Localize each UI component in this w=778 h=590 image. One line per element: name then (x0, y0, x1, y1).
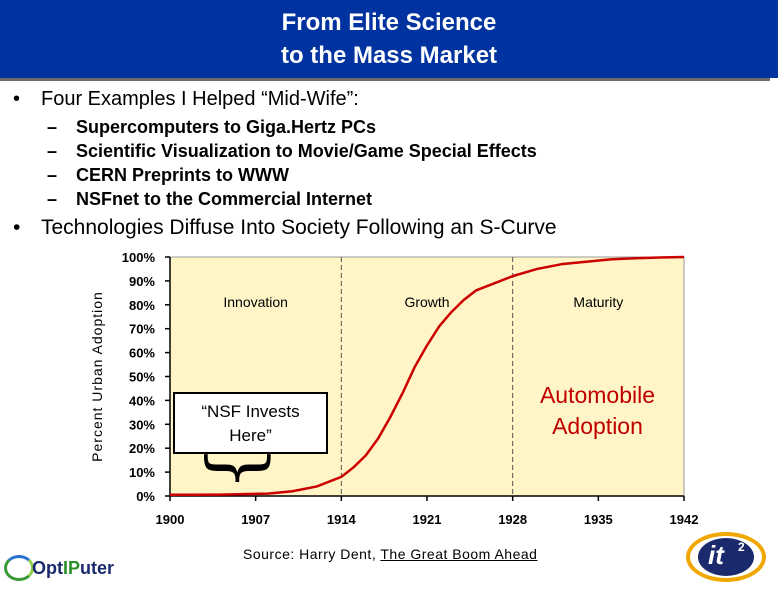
phase-label: Maturity (573, 294, 623, 310)
optiputer-wordmark: OptIPuter (32, 558, 114, 579)
bullet-marker: • (13, 88, 21, 110)
slide-title-line2: to the Mass Market (280, 42, 498, 69)
y-axis-title: Percent Urban Adoption (89, 291, 105, 462)
logo-part: Opt (32, 558, 63, 578)
it2-superscript: 2 (738, 540, 745, 554)
it2-wordmark: it (708, 540, 724, 570)
overlay-line1: Automobile (539, 382, 656, 408)
it2-logo: it 2 (686, 528, 768, 584)
sub-item-text: Scientific Visualization to Movie/Game S… (76, 141, 537, 161)
sub-item-text: NSFnet to the Commercial Internet (76, 189, 373, 209)
source-prefix: Source: Harry Dent, (243, 546, 381, 562)
x-tick-label: 1935 (584, 512, 613, 527)
y-tick-label: 60% (129, 346, 155, 361)
bullet-text: Four Examples I Helped “Mid-Wife”: (41, 88, 359, 110)
y-tick-label: 90% (129, 274, 155, 289)
phase-label: Growth (404, 294, 449, 310)
title-bar: From Elite Science to the Mass Market (0, 0, 778, 78)
phase-label: Innovation (223, 294, 288, 310)
logo-part: uter (80, 558, 115, 578)
x-tick-label: 1900 (156, 512, 185, 527)
y-tick-label: 10% (129, 465, 155, 480)
y-tick-label: 100% (122, 250, 156, 265)
adoption-curve (170, 255, 685, 497)
slide-title-line1: From Elite Science (281, 9, 497, 36)
nsf-callout-box: “NSF Invests Here” (173, 392, 328, 454)
s-curve-chart: Innovation Growth Maturity 0% 10% 20% 30% 40% 50… (89, 250, 699, 527)
y-tick-label: 0% (136, 489, 155, 504)
bullet-text: Technologies Diffuse Into Society Follow… (41, 216, 557, 239)
y-tick-label: 50% (129, 370, 155, 385)
optiputer-ring-icon (4, 555, 34, 581)
plot-area (169, 256, 685, 497)
y-tick-label: 20% (129, 441, 155, 456)
sub-item-text: CERN Preprints to WWW (76, 165, 289, 185)
callout-line2: Here” (229, 426, 272, 445)
source-citation: Source: Harry Dent, The Great Boom Ahead (243, 546, 537, 562)
overlay-line2: Adoption (552, 413, 643, 439)
bullet-marker: • (13, 216, 21, 239)
automobile-adoption-label: Automobile Adoption (520, 380, 675, 442)
title-divider (0, 78, 770, 81)
it2-inner-disc (698, 538, 754, 576)
curly-brace-icon: } (198, 445, 283, 491)
dash-marker: – (47, 189, 58, 209)
x-tick-label: 1921 (413, 512, 442, 527)
source-book-title: The Great Boom Ahead (380, 546, 538, 562)
y-tick-label: 70% (129, 322, 155, 337)
dash-marker: – (47, 165, 58, 185)
x-tick-label: 1914 (327, 512, 357, 527)
y-tick-label: 30% (129, 417, 155, 432)
optiputer-logo: OptIPuter (4, 552, 120, 584)
sub-item-text: Supercomputers to Giga.Hertz PCs (76, 117, 377, 137)
y-tick-label: 40% (129, 393, 155, 408)
logo-part: IP (63, 558, 81, 578)
dash-marker: – (47, 141, 58, 161)
y-tick-label: 80% (129, 298, 155, 313)
x-tick-label: 1928 (498, 512, 527, 527)
callout-line1: “NSF Invests (201, 402, 300, 421)
dash-marker: – (47, 117, 58, 137)
x-tick-label: 1907 (241, 512, 270, 527)
x-tick-label: 1942 (670, 512, 699, 527)
